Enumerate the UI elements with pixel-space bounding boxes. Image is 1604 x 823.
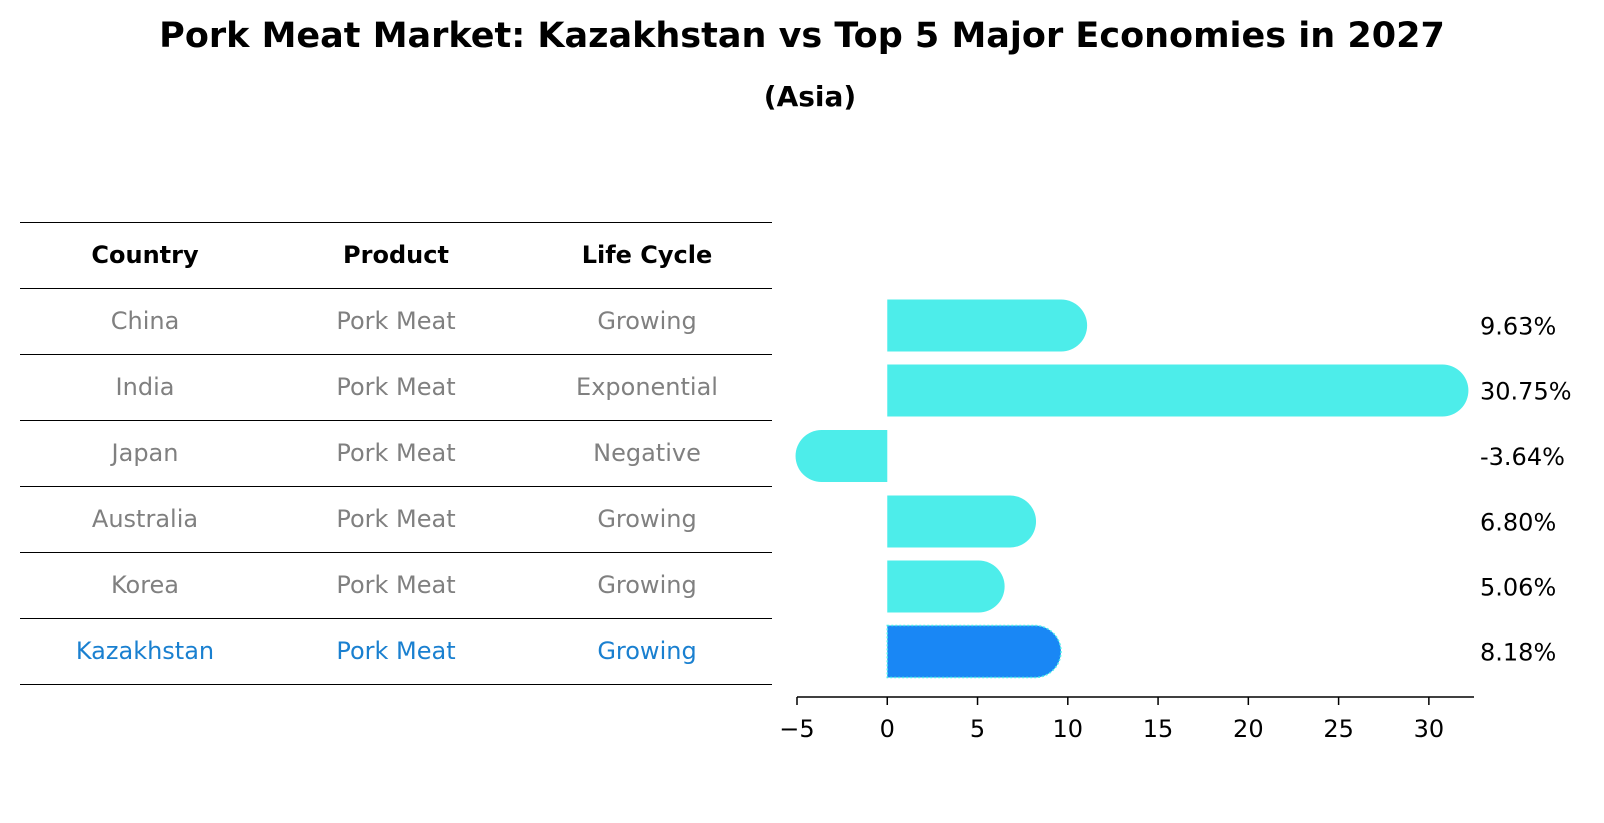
- cell-product: Pork Meat: [336, 637, 456, 665]
- table-row-rule: [20, 552, 772, 553]
- cell-product: Pork Meat: [336, 571, 456, 599]
- bar-korea: [887, 560, 1005, 613]
- table-row-rule: [20, 684, 772, 685]
- cell-life-cycle: Negative: [593, 439, 701, 467]
- value-label-japan: -3.64%: [1480, 443, 1565, 471]
- cell-country: Australia: [91, 505, 199, 533]
- x-tick-label: 25: [1323, 715, 1354, 743]
- bar-australia: [887, 495, 1037, 548]
- x-tick-label: −5: [779, 715, 814, 743]
- value-label-australia: 6.80%: [1480, 509, 1556, 537]
- value-label-kazakhstan: 8.18%: [1480, 639, 1556, 667]
- header-country: Country: [91, 241, 199, 269]
- cell-product: Pork Meat: [336, 307, 456, 335]
- cell-product: Pork Meat: [336, 373, 456, 401]
- x-tick-label: 0: [880, 715, 895, 743]
- cell-life-cycle: Growing: [597, 307, 697, 335]
- value-labels-group: 9.63% 30.75% -3.64% 6.80% 5.06% 8.18%: [1480, 313, 1572, 667]
- x-tick-label: 15: [1143, 715, 1174, 743]
- cell-country: Korea: [110, 571, 180, 599]
- bar-china: [887, 299, 1088, 352]
- cell-country: Kazakhstan: [75, 637, 215, 665]
- cell-life-cycle: Growing: [597, 571, 697, 599]
- bar-japan: [795, 430, 888, 482]
- value-label-china: 9.63%: [1480, 313, 1556, 341]
- header-product: Product: [343, 241, 449, 269]
- cell-country: Japan: [111, 439, 179, 467]
- table-top-rule: [20, 222, 772, 223]
- x-tick-label: 5: [970, 715, 985, 743]
- bars-group: [795, 299, 1469, 679]
- table-row-rule: [20, 618, 772, 619]
- cell-life-cycle: Growing: [597, 505, 697, 533]
- x-axis: −5 0 5 10 15 20 25 30: [779, 696, 1474, 743]
- x-tick-label: 10: [1053, 715, 1084, 743]
- chart-subtitle: (Asia): [763, 80, 857, 113]
- cell-product: Pork Meat: [336, 439, 456, 467]
- table-row-rule: [20, 420, 772, 421]
- header-life-cycle: Life Cycle: [581, 241, 713, 269]
- value-label-india: 30.75%: [1480, 378, 1572, 406]
- cell-country: India: [115, 373, 175, 401]
- cell-life-cycle: Growing: [597, 637, 697, 665]
- table-row-rule: [20, 486, 772, 487]
- x-tick-label: 20: [1233, 715, 1264, 743]
- cell-life-cycle: Exponential: [576, 373, 718, 401]
- table-header-rule: [20, 288, 772, 289]
- cell-product: Pork Meat: [336, 505, 456, 533]
- cell-country: China: [110, 307, 180, 335]
- bar-kazakhstan: [886, 624, 1062, 679]
- x-tick-label: 30: [1414, 715, 1445, 743]
- chart-title: Pork Meat Market: Kazakhstan vs Top 5 Ma…: [159, 16, 1445, 56]
- value-label-korea: 5.06%: [1480, 574, 1556, 602]
- bar-india: [887, 364, 1469, 417]
- table-row-rule: [20, 354, 772, 355]
